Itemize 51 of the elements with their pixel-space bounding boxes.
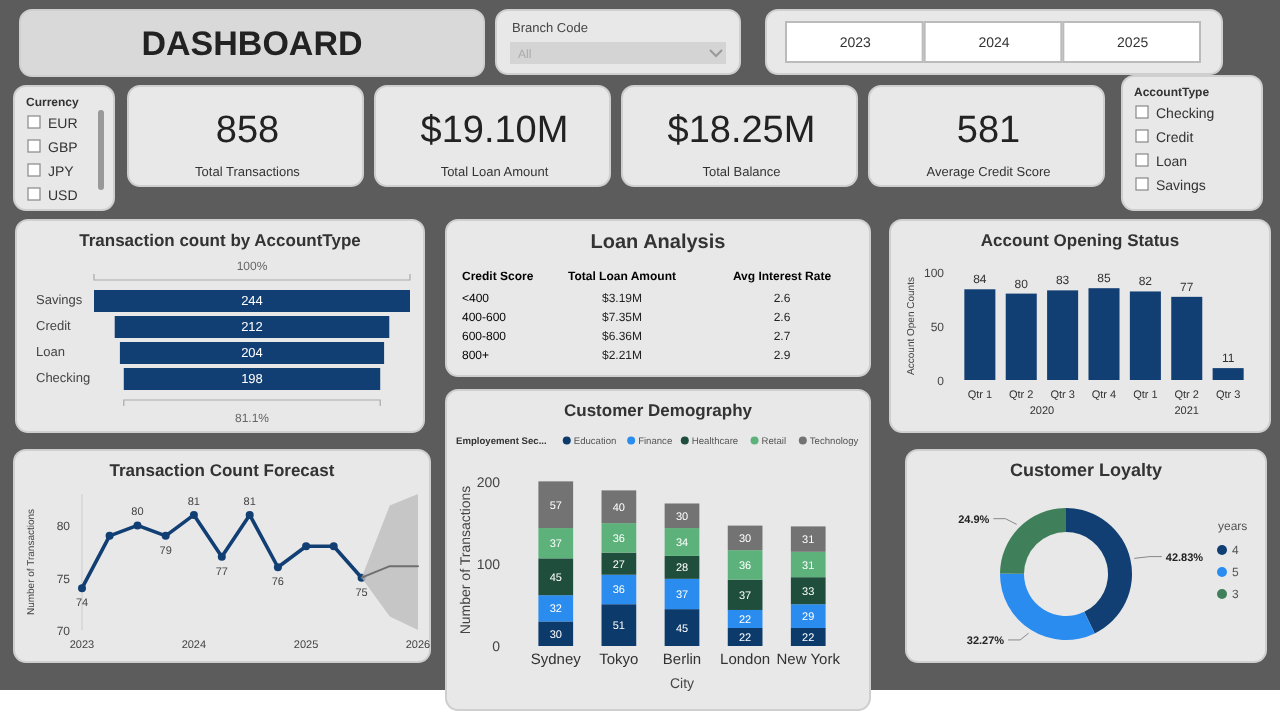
bar — [790, 577, 826, 605]
point — [245, 510, 254, 519]
point — [161, 531, 170, 540]
bar — [1088, 288, 1120, 380]
bar — [601, 490, 637, 524]
bar — [964, 289, 996, 380]
bar — [790, 526, 826, 552]
chart-title: Customer Demography — [564, 400, 753, 420]
bar — [790, 627, 826, 646]
bar — [601, 604, 637, 646]
bar — [727, 550, 763, 580]
chart-title: Account Opening Status — [980, 230, 1180, 250]
bar — [601, 523, 637, 553]
bar — [538, 528, 574, 559]
bar — [664, 578, 700, 610]
donut-slice — [1066, 508, 1132, 634]
chart-title: Customer Loyalty — [1009, 460, 1163, 480]
point — [133, 521, 142, 530]
point — [78, 584, 86, 593]
bar — [1047, 290, 1079, 380]
donut-slice — [1000, 508, 1066, 574]
text: 858 — [215, 110, 280, 152]
text: 581 — [956, 110, 1021, 152]
point — [217, 552, 226, 561]
text: DASHBOARD — [141, 25, 363, 63]
text: Transaction count by AccountType — [79, 230, 362, 250]
bar — [1129, 291, 1161, 380]
bar — [538, 481, 574, 529]
bar — [790, 604, 826, 628]
bar — [664, 609, 700, 646]
bar — [664, 528, 700, 556]
point — [105, 531, 114, 540]
bar — [538, 595, 574, 622]
text: Loan Analysis — [590, 232, 727, 254]
bar — [1005, 293, 1037, 380]
text: $18.25M — [667, 110, 816, 152]
bar — [601, 552, 637, 575]
point — [302, 542, 311, 551]
bar — [664, 503, 700, 529]
point — [329, 542, 338, 551]
bar — [727, 579, 763, 610]
bar — [538, 558, 574, 596]
bar — [790, 551, 826, 578]
donut-slice — [1000, 573, 1095, 640]
bar — [1212, 368, 1244, 380]
chart-title: Transaction Count Forecast — [109, 460, 335, 480]
point — [273, 563, 282, 572]
bar — [538, 621, 574, 646]
text: $19.10M — [420, 110, 569, 152]
bar — [1171, 296, 1203, 380]
point — [189, 510, 198, 519]
